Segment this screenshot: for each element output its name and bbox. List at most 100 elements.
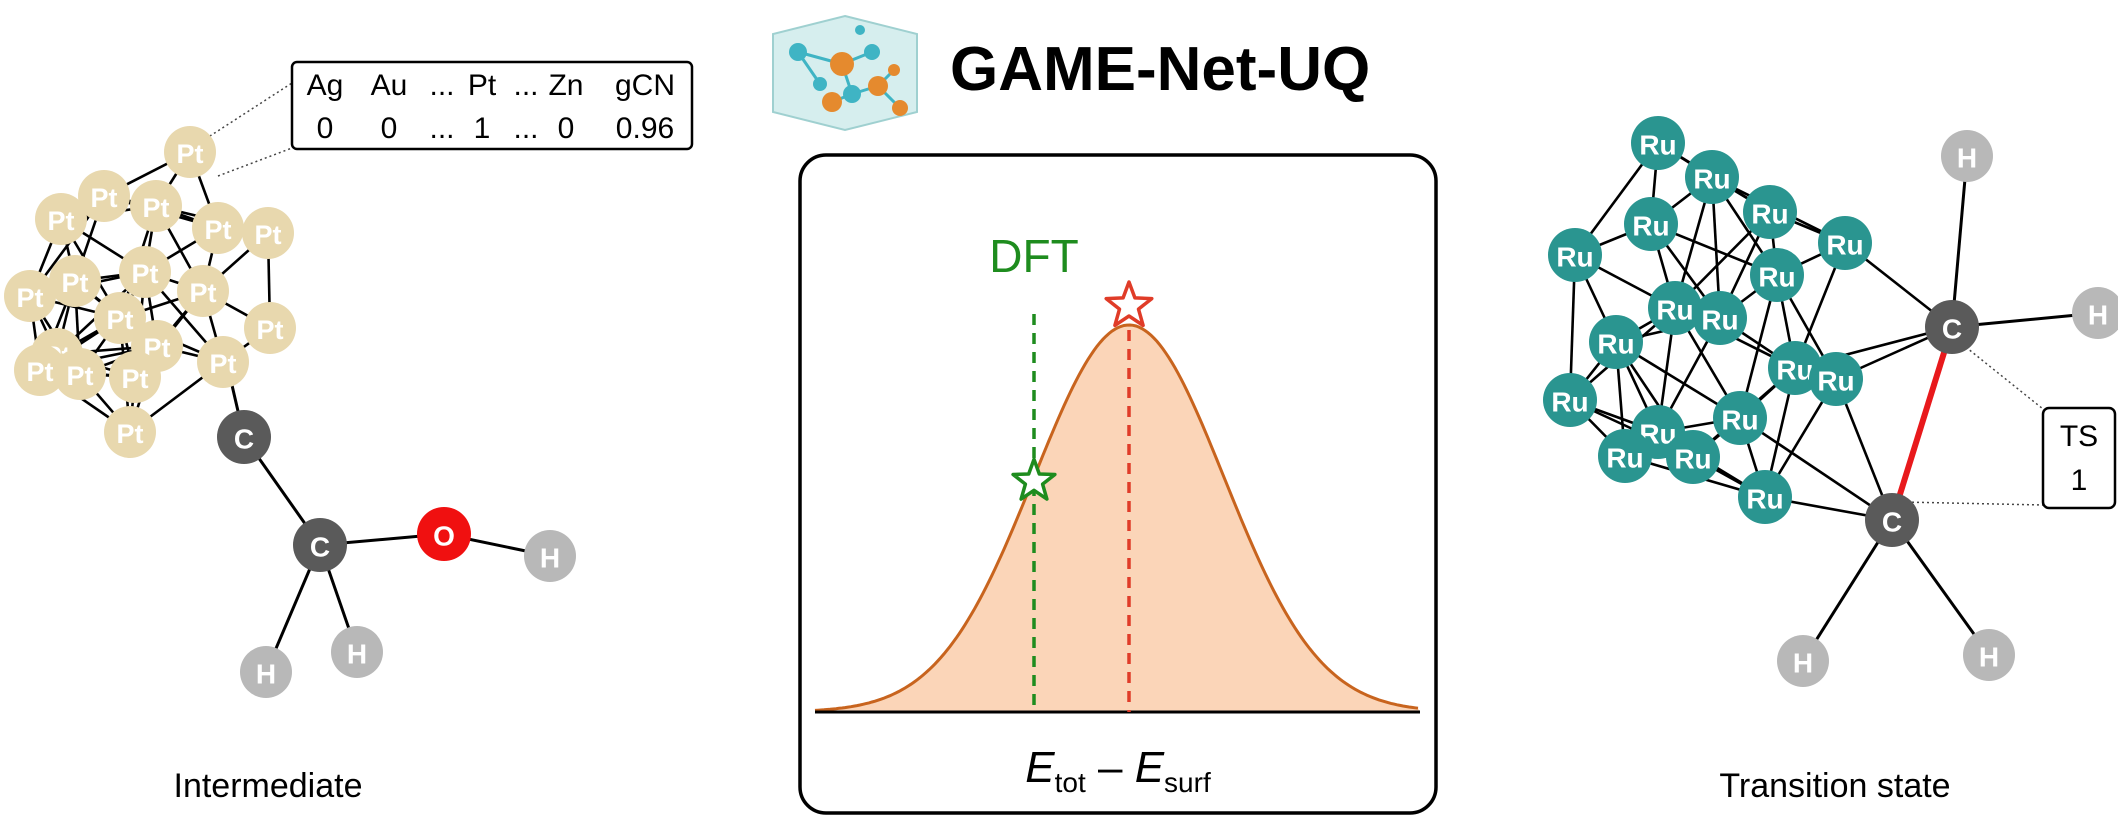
feature-header: ... [429,69,454,102]
platinum-atom-label: Pt [107,305,134,335]
ruthenium-atom-label: Ru [1776,355,1813,386]
feature-header: gCN [615,69,675,102]
logo-icon [772,14,918,132]
ruthenium-atom-label: Ru [1639,130,1676,161]
ruthenium-atom: Ru [1750,248,1804,302]
platinum-atom-label: Pt [48,206,75,236]
ruthenium-atom-label: Ru [1606,443,1643,474]
oxygen-atom-label: O [433,521,455,552]
distribution-fill [815,325,1420,712]
platinum-atom: Pt [130,180,182,232]
platinum-atom: Pt [54,348,106,400]
platinum-atom-label: Pt [132,259,159,289]
ruthenium-atom-label: Ru [1556,242,1593,273]
ruthenium-atom: Ru [1589,315,1643,369]
ruthenium-atom-label: Ru [1701,305,1738,336]
feature-header: Ag [307,69,344,102]
feature-value: ... [429,112,454,145]
platinum-atom: Pt [104,406,156,458]
adsorbate-bonds [223,354,551,673]
ts-box: TS 1 [2041,406,2117,510]
ts-label: TS [2060,420,2098,453]
carbon-atom-label: C [1942,314,1962,345]
dft-star-icon [1011,457,1057,501]
carbon-atom: C [1865,493,1919,547]
hydrogen-atom: H [1777,635,1829,687]
feature-value: 1 [474,112,491,145]
feature-header: Zn [548,69,583,102]
ruthenium-atom: Ru [1624,197,1678,251]
platinum-atom: Pt [35,193,87,245]
platinum-atom: Pt [78,170,130,222]
carbon-atom: C [217,410,271,464]
platinum-atom: Pt [109,351,161,403]
figure-title: GAME-Net-UQ [950,35,1370,104]
callout-line [1961,343,2044,410]
hydrogen-atom-label: H [1793,648,1813,679]
ruthenium-atom: Ru [1685,150,1739,204]
platinum-atom: Pt [244,302,296,354]
carbon-atom: C [1925,300,1979,354]
feature-value-row: 0 0... 1... 0 0.96 [317,112,675,145]
hydrogen-atom: H [2072,287,2118,339]
pt-cluster: PtPtPtPtPtPtPtPtPtPtPtPtPtPtPtPtPtPtPt [4,126,296,458]
ruthenium-atom-label: Ru [1746,484,1783,515]
feature-value: 0 [381,112,398,145]
hydrogen-atom: H [1941,130,1993,182]
platinum-atom-label: Pt [67,361,94,391]
hydrogen-atom: H [1963,629,2015,681]
ruthenium-atom: Ru [1548,228,1602,282]
platinum-atom-label: Pt [205,215,232,245]
carbon-atom-label: C [234,424,254,455]
platinum-atom: Pt [94,292,146,344]
ruthenium-atom: Ru [1818,216,1872,270]
platinum-atom-label: Pt [117,419,144,449]
platinum-atom-label: Pt [177,139,204,169]
hydrogen-atom-label: H [1957,143,1977,174]
carbon-atom: C [293,518,347,572]
ruthenium-atom-label: Ru [1597,329,1634,360]
hydrogen-atom-label: H [1979,642,1999,673]
ruthenium-atom: Ru [1543,373,1597,427]
platinum-atom-label: Pt [27,357,54,387]
hydrogen-atom: H [240,646,292,698]
carbon-atom-label: C [310,532,330,563]
platinum-atom-label: Pt [62,268,89,298]
distribution-curve [814,323,1419,712]
oxygen-atom: O [417,507,471,561]
transition-state-caption: Transition state [1719,767,1950,805]
ruthenium-atom-label: Ru [1826,230,1863,261]
ruthenium-atom-label: Ru [1751,199,1788,230]
platinum-atom-label: Pt [122,364,149,394]
ruthenium-atom-label: Ru [1721,405,1758,436]
ruthenium-atom: Ru [1666,430,1720,484]
platinum-atom: Pt [119,246,171,298]
feature-header: ... [513,69,538,102]
intermediate-caption: Intermediate [174,767,363,805]
feature-value: ... [513,112,538,145]
feature-value: 0 [317,112,334,145]
platinum-atom-label: Pt [190,278,217,308]
hydrogen-atom: H [331,626,383,678]
dft-label: DFT [989,230,1078,282]
ruthenium-atom-label: Ru [1817,366,1854,397]
ruthenium-atom: Ru [1598,429,1652,483]
platinum-atom: Pt [164,126,216,178]
feature-header: Au [371,69,408,102]
platinum-atom: Pt [49,255,101,307]
platinum-atom: Pt [14,344,66,396]
ruthenium-atom: Ru [1693,291,1747,345]
hydrogen-atom-label: H [2088,300,2108,331]
ruthenium-atom-label: Ru [1632,211,1669,242]
ruthenium-atom-label: Ru [1693,164,1730,195]
ruthenium-atom: Ru [1648,281,1702,335]
feature-value: 0 [558,112,575,145]
carbon-atom-label: C [1882,507,1902,538]
ruthenium-atom: Ru [1713,391,1767,445]
feature-header-row: Ag Au... Pt... Zn gCN [307,69,675,102]
